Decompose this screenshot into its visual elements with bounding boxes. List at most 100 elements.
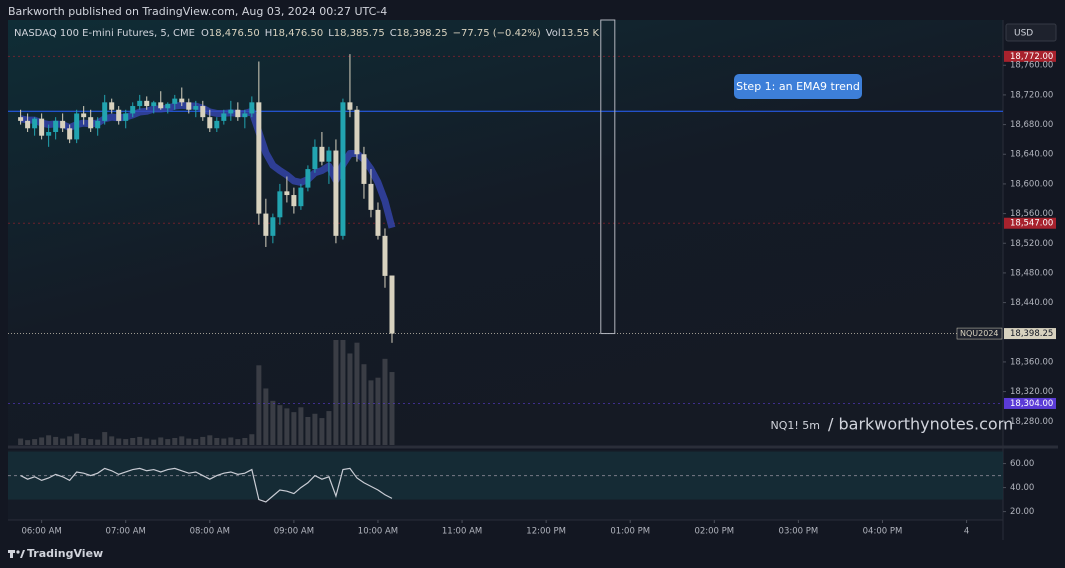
legend-value: 13.55 K xyxy=(561,28,600,39)
x-tick-label: 04:00 PM xyxy=(863,527,903,537)
candle-body xyxy=(242,113,248,118)
candle-body xyxy=(60,120,66,129)
candle-body xyxy=(130,106,136,114)
x-tick-label: 03:00 PM xyxy=(779,527,819,537)
legend-value: 18,476.50 xyxy=(209,28,260,39)
candle-body xyxy=(116,109,122,121)
publisher: Barkworth published on TradingView.com, … xyxy=(8,5,387,18)
candle-body xyxy=(137,100,143,107)
volume-bar xyxy=(46,435,52,445)
candle-body xyxy=(228,109,234,114)
symbol-tag-label: NQU2024 xyxy=(960,329,999,338)
range-box xyxy=(600,19,616,335)
volume-bar xyxy=(102,432,108,445)
legend-value: 18,385.75 xyxy=(334,28,385,39)
logo-part xyxy=(10,550,13,558)
volume-bar xyxy=(200,436,206,445)
volume-bar xyxy=(319,418,325,445)
candle-body xyxy=(277,191,283,218)
candle-body xyxy=(249,102,255,114)
candle-body xyxy=(382,235,388,276)
volume-bar xyxy=(32,439,38,445)
y-tick-label: 18,480.00 xyxy=(1010,268,1053,278)
candle-body xyxy=(102,102,108,121)
watermark-site: / barkworthynotes.com xyxy=(828,415,1013,434)
x-tick-label: 09:00 AM xyxy=(274,527,314,537)
candle-body xyxy=(235,109,241,118)
volume-bar xyxy=(179,436,185,445)
volume-bar xyxy=(326,411,332,445)
volume-bar xyxy=(67,436,73,445)
y-tick-label: 20.00 xyxy=(1010,507,1034,517)
price-tag-label: 18,304.00 xyxy=(1010,399,1053,409)
y-tick-label: 18,680.00 xyxy=(1010,120,1053,130)
legend-value: 18,398.25 xyxy=(397,28,448,39)
volume-bar xyxy=(305,417,311,445)
candle-body xyxy=(347,102,353,110)
currency-box[interactable] xyxy=(1005,23,1057,42)
candle-body xyxy=(368,183,374,210)
volume-bar xyxy=(137,436,143,445)
symbol-tag xyxy=(956,327,1003,340)
volume-bar xyxy=(123,439,129,445)
y-tick-label: 18,320.00 xyxy=(1010,387,1053,397)
brand: TradingView xyxy=(27,547,103,560)
candle-body xyxy=(298,187,304,207)
volume-bar xyxy=(375,377,381,445)
candle-body xyxy=(25,120,31,129)
candle-body xyxy=(375,209,381,236)
candle-body xyxy=(151,102,157,107)
x-tick-label: 02:00 PM xyxy=(694,527,734,537)
volume-bar xyxy=(389,372,395,445)
x-tick-label: 01:00 PM xyxy=(610,527,650,537)
volume-bar xyxy=(291,412,297,445)
logo-part xyxy=(16,550,20,554)
candle-body xyxy=(186,102,192,110)
y-tick-label: 18,360.00 xyxy=(1010,357,1053,367)
volume-bar xyxy=(95,439,101,445)
annotation-box[interactable] xyxy=(734,74,862,99)
candle-body xyxy=(207,117,213,129)
candle-body xyxy=(389,275,395,334)
candle-body xyxy=(193,106,199,110)
price-tag-label: 18,547.00 xyxy=(1010,219,1053,229)
candle-body xyxy=(95,120,101,129)
volume-bar xyxy=(242,438,248,445)
volume-bar xyxy=(361,364,367,445)
y-tick-label: 18,640.00 xyxy=(1010,150,1053,160)
volume-bar xyxy=(18,438,24,445)
candle-body xyxy=(263,213,269,236)
legend-key: H xyxy=(265,28,273,39)
rsi-band xyxy=(8,451,1003,500)
y-tick-label: 18,720.00 xyxy=(1010,90,1053,100)
legend-key: Vol xyxy=(546,28,561,39)
volume-bar xyxy=(74,433,80,445)
volume-bar xyxy=(81,438,87,445)
y-tick-label: 18,280.00 xyxy=(1010,417,1053,427)
price-tag xyxy=(1004,50,1056,62)
volume-bar xyxy=(298,407,304,445)
annotation: Step 1: an EMA9 trend xyxy=(736,80,860,93)
candle-body xyxy=(305,169,311,188)
volume-bar xyxy=(109,436,115,445)
candle-body xyxy=(340,102,346,236)
legend-key: O xyxy=(201,28,209,39)
legend-value: 18,476.50 xyxy=(272,28,323,39)
x-tick-label: 08:00 AM xyxy=(190,527,230,537)
volume-bar xyxy=(88,439,94,445)
x-tick-label: 06:00 AM xyxy=(21,527,61,537)
volume-bar xyxy=(270,400,276,445)
candle-body xyxy=(291,195,297,207)
volume-bar xyxy=(158,437,164,445)
volume-bar xyxy=(347,353,353,445)
candle-body xyxy=(354,109,360,155)
x-tick-label: 12:00 PM xyxy=(526,527,566,537)
y-tick-label: 18,560.00 xyxy=(1010,209,1053,219)
volume-bar xyxy=(39,437,45,445)
volume-bar xyxy=(193,439,199,445)
candle-body xyxy=(46,131,52,136)
candle-body xyxy=(158,102,164,109)
candle-body xyxy=(200,106,206,118)
candle-body xyxy=(144,100,150,107)
